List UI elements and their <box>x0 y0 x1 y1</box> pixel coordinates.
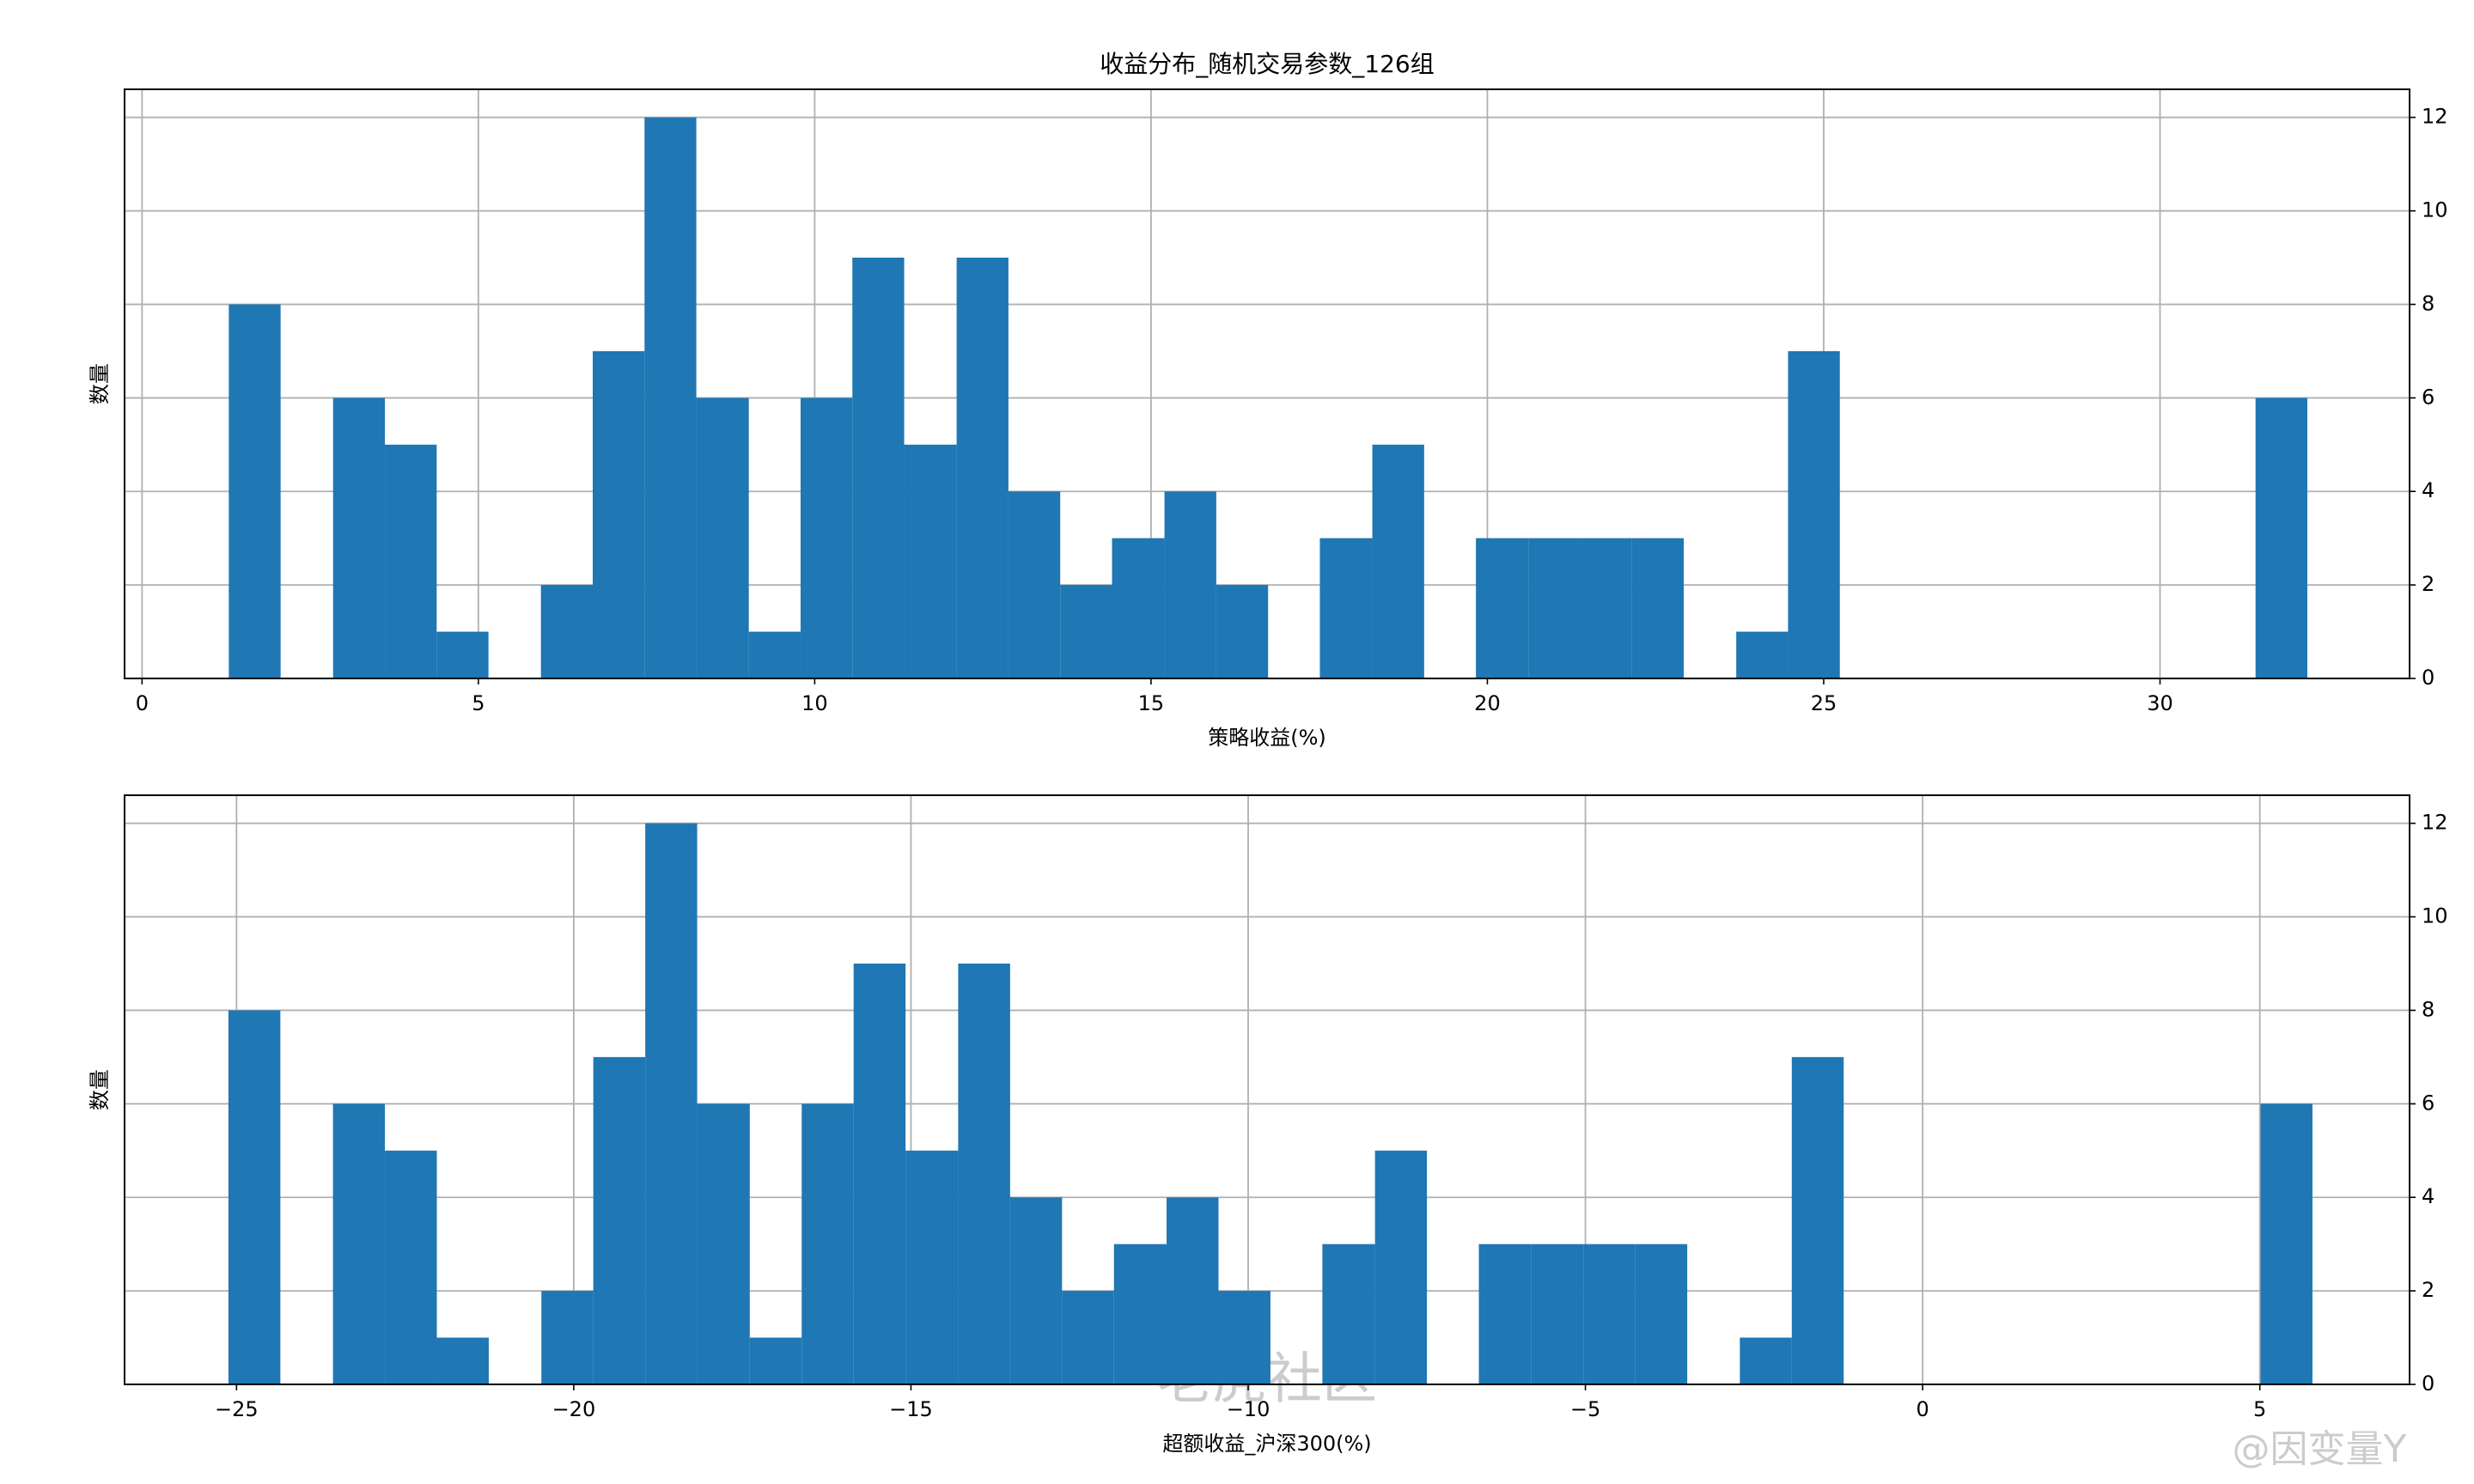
bar <box>1476 538 1529 678</box>
chart-title: 收益分布_随机交易参数_126组 <box>1100 50 1434 78</box>
bar <box>1740 1337 1792 1384</box>
y-tick-label: 0 <box>2422 666 2434 690</box>
bar <box>1167 1197 1219 1384</box>
watermark-author: @因变量Y <box>2233 1427 2407 1471</box>
y-tick-label: 6 <box>2422 1091 2434 1115</box>
bar <box>696 398 749 678</box>
x-tick-label: 25 <box>1811 691 1837 715</box>
bar <box>593 1056 646 1384</box>
x-tick-label: −25 <box>215 1397 259 1421</box>
bar <box>1164 491 1216 678</box>
y-tick-label: 12 <box>2422 811 2448 835</box>
bar <box>1631 538 1685 678</box>
x-tick-label: −15 <box>889 1397 933 1421</box>
bar <box>748 631 801 678</box>
x-tick-label: −20 <box>552 1397 596 1421</box>
bar <box>1528 538 1581 678</box>
y-tick-label: 10 <box>2422 198 2448 222</box>
bar <box>1113 1244 1167 1384</box>
bar <box>904 444 957 678</box>
bar <box>2260 1104 2313 1384</box>
bar <box>800 398 853 678</box>
bar <box>1322 1244 1375 1384</box>
x-tick-label: 0 <box>136 691 149 715</box>
bar <box>1218 1291 1271 1384</box>
y-tick-label: 10 <box>2422 904 2448 928</box>
bar <box>1374 1150 1428 1384</box>
bar <box>958 964 1010 1384</box>
bar <box>1788 350 1840 678</box>
bar <box>956 258 1008 678</box>
x-tick-label: 15 <box>1138 691 1165 715</box>
x-tick-label: 5 <box>472 691 484 715</box>
bar <box>1478 1244 1532 1384</box>
bar <box>1062 1291 1114 1384</box>
bar <box>2255 398 2307 678</box>
x-tick-label: 0 <box>1916 1397 1929 1421</box>
bar <box>1060 585 1112 678</box>
y-tick-label: 2 <box>2422 572 2434 596</box>
y-tick-label: 12 <box>2422 105 2448 129</box>
bar <box>541 1291 594 1384</box>
y-tick-label: 4 <box>2422 478 2434 502</box>
bar <box>1008 491 1061 678</box>
bar <box>1009 1197 1063 1384</box>
bar <box>1372 444 1424 678</box>
bar <box>645 823 698 1384</box>
x-tick-label: −10 <box>1227 1397 1271 1421</box>
x-tick-label: −5 <box>1570 1397 1600 1421</box>
bar <box>229 304 281 678</box>
bar <box>1635 1244 1688 1384</box>
bar <box>1319 538 1373 678</box>
y-tick-label: 0 <box>2422 1371 2434 1396</box>
y-tick-label: 6 <box>2422 385 2434 409</box>
y-tick-label: 8 <box>2422 997 2434 1021</box>
x-tick-label: 30 <box>2147 691 2173 715</box>
bar <box>1791 1056 1844 1384</box>
bar <box>592 350 645 678</box>
bar <box>1216 585 1269 678</box>
bar <box>1531 1244 1584 1384</box>
bar <box>697 1104 750 1384</box>
bar <box>749 1337 802 1384</box>
bar <box>332 1104 386 1384</box>
bar <box>385 1150 437 1384</box>
bar <box>852 258 905 678</box>
axes-frame <box>124 794 2410 1385</box>
x-tick-label: 5 <box>2253 1397 2266 1421</box>
x-tick-label: 20 <box>1474 691 1501 715</box>
y-axis-label: 数量 <box>88 363 112 404</box>
bar <box>801 1104 854 1384</box>
y-tick-label: 2 <box>2422 1278 2434 1302</box>
bar <box>853 964 906 1384</box>
x-tick-label: 10 <box>801 691 828 715</box>
bar <box>436 1337 489 1384</box>
bar <box>1112 538 1165 678</box>
y-tick-label: 8 <box>2422 291 2434 315</box>
bar <box>1583 1244 1636 1384</box>
y-tick-label: 4 <box>2422 1184 2434 1208</box>
bar <box>1580 538 1632 678</box>
x-axis-label: 超额收益_沪深300(%) <box>1162 1432 1371 1456</box>
x-axis-label: 策略收益(%) <box>1208 726 1326 750</box>
bar <box>385 444 437 678</box>
axes-frame <box>124 88 2410 679</box>
bar <box>228 1010 281 1384</box>
bar <box>644 117 697 678</box>
y-axis-label: 数量 <box>88 1069 112 1110</box>
bar <box>540 585 593 678</box>
bar <box>905 1150 959 1384</box>
bar <box>1736 631 1788 678</box>
bar <box>332 398 386 678</box>
bar <box>436 631 489 678</box>
